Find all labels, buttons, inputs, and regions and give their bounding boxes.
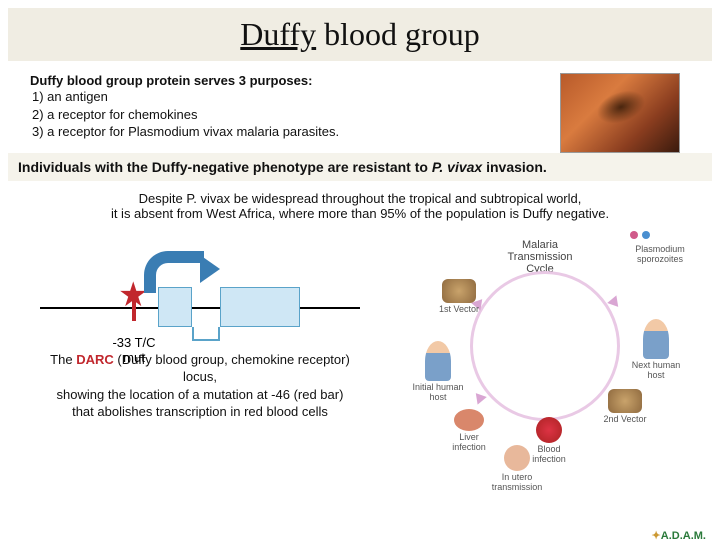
left-column: ★ -33 T/C mut The DARC (Duffy blood grou… [40, 231, 380, 461]
sporo-dot-m [642, 231, 650, 239]
gene-diagram: ★ -33 T/C mut [40, 237, 360, 347]
darc-line-2: showing the location of a mutation at -4… [57, 387, 344, 402]
malaria-cycle-diagram: Malaria Transmission Cycle Plasmodium sp… [390, 231, 690, 461]
node-vector1: 1st Vector [434, 279, 484, 315]
exon-1 [158, 287, 192, 327]
label-liver: Liver infection [452, 432, 486, 452]
label-sporozoites: Plasmodium sporozoites [635, 244, 685, 264]
title-bar: Duffy blood group [8, 8, 712, 61]
page-title: Duffy blood group [8, 16, 712, 53]
label-host2: Next human host [632, 360, 681, 380]
transcription-arrow-icon [144, 251, 204, 293]
label-vector1: 1st Vector [439, 304, 479, 314]
person-icon [425, 341, 451, 381]
key-pvivax: P. vivax [432, 159, 482, 175]
label-host1: Initial human host [412, 382, 463, 402]
liver-icon [454, 409, 484, 431]
sub-statement: Despite P. vivax be widespread throughou… [0, 191, 720, 231]
node-host1: Initial human host [410, 341, 466, 403]
blood-icon [536, 417, 562, 443]
key-statement: Individuals with the Duffy-negative phen… [8, 153, 712, 181]
sporozoites-icon [620, 231, 660, 245]
mutation-bar [132, 295, 136, 321]
mosquito-icon [442, 279, 476, 303]
node-sporozoites: Plasmodium sporozoites [620, 231, 700, 265]
mut-line-2: mut [104, 350, 164, 365]
sub-line-2: it is absent from West Africa, where mor… [30, 206, 690, 221]
mut-line-1: -33 T/C [104, 335, 164, 350]
darc-pre: The [50, 352, 76, 367]
mosquito-icon [608, 389, 642, 413]
mutation-label: -33 T/C mut [104, 335, 164, 365]
cycle-title: Malaria Transmission Cycle [500, 239, 580, 275]
right-column: Malaria Transmission Cycle Plasmodium sp… [380, 231, 712, 461]
fetus-icon [504, 445, 530, 471]
node-inutero: In utero transmission [482, 445, 552, 493]
title-word-duffy: Duffy [240, 16, 316, 52]
darc-caption: The DARC (Duffy blood group, chemokine r… [40, 351, 380, 421]
intron-connector [192, 327, 220, 341]
person-icon [643, 319, 669, 359]
label-vector2: 2nd Vector [603, 414, 646, 424]
brand-star-icon: ✦ [652, 530, 661, 542]
key-pre: Individuals with the Duffy-negative phen… [18, 159, 432, 175]
title-rest: blood group [316, 16, 480, 52]
sub-line-1: Despite P. vivax be widespread throughou… [30, 191, 690, 206]
gene-baseline [40, 307, 360, 309]
label-inutero: In utero transmission [492, 472, 543, 492]
cycle-ring [470, 271, 620, 421]
sporo-dot-f [630, 231, 638, 239]
intro-block: Duffy blood group protein serves 3 purpo… [0, 73, 720, 147]
node-host2: Next human host [628, 319, 684, 381]
mosquito-photo [560, 73, 680, 153]
exon-2 [220, 287, 300, 327]
darc-line-3: that abolishes transcription in red bloo… [72, 404, 328, 419]
node-vector2: 2nd Vector [600, 389, 650, 425]
brand-footer: ✦A.D.A.M. [652, 529, 706, 542]
lower-region: ★ -33 T/C mut The DARC (Duffy blood grou… [0, 231, 720, 461]
brand-text: A.D.A.M. [661, 530, 706, 542]
key-post: invasion. [482, 159, 547, 175]
